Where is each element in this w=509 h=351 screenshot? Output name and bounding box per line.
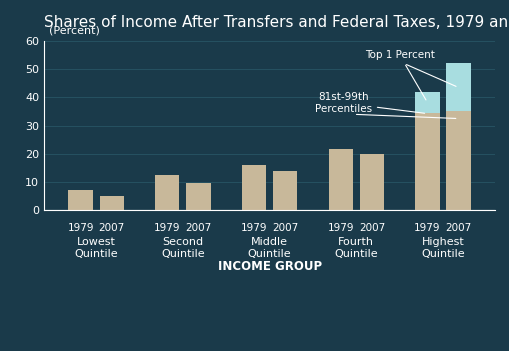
Bar: [241, 165, 266, 210]
Bar: [186, 184, 210, 210]
Text: Shares of Income After Transfers and Federal Taxes, 1979 and 2007: Shares of Income After Transfers and Fed…: [44, 15, 509, 30]
Text: 1979: 1979: [154, 223, 180, 233]
Text: 2007: 2007: [271, 223, 298, 233]
Text: Top 1 Percent: Top 1 Percent: [364, 50, 434, 100]
Text: Fourth
Quintile: Fourth Quintile: [334, 237, 377, 259]
Text: 81st-99th
Percentiles: 81st-99th Percentiles: [314, 92, 424, 114]
Bar: [414, 92, 439, 113]
Text: 1979: 1979: [327, 223, 353, 233]
Text: 2007: 2007: [444, 223, 471, 233]
Text: 1979: 1979: [240, 223, 267, 233]
Bar: [272, 171, 297, 210]
Bar: [155, 175, 179, 210]
Bar: [445, 112, 470, 210]
Bar: [99, 196, 124, 210]
Bar: [328, 149, 352, 210]
Text: 1979: 1979: [413, 223, 440, 233]
Text: 1979: 1979: [67, 223, 94, 233]
Text: Highest
Quintile: Highest Quintile: [420, 237, 464, 259]
Text: INCOME GROUP: INCOME GROUP: [217, 260, 321, 273]
Text: Middle
Quintile: Middle Quintile: [247, 237, 291, 259]
Text: 2007: 2007: [358, 223, 384, 233]
Text: (Percent): (Percent): [48, 25, 99, 35]
Text: 2007: 2007: [185, 223, 211, 233]
Text: Lowest
Quintile: Lowest Quintile: [74, 237, 118, 259]
Text: Second
Quintile: Second Quintile: [161, 237, 204, 259]
Bar: [68, 190, 93, 210]
Text: 2007: 2007: [98, 223, 125, 233]
Bar: [445, 64, 470, 112]
Bar: [414, 113, 439, 210]
Bar: [359, 154, 383, 210]
